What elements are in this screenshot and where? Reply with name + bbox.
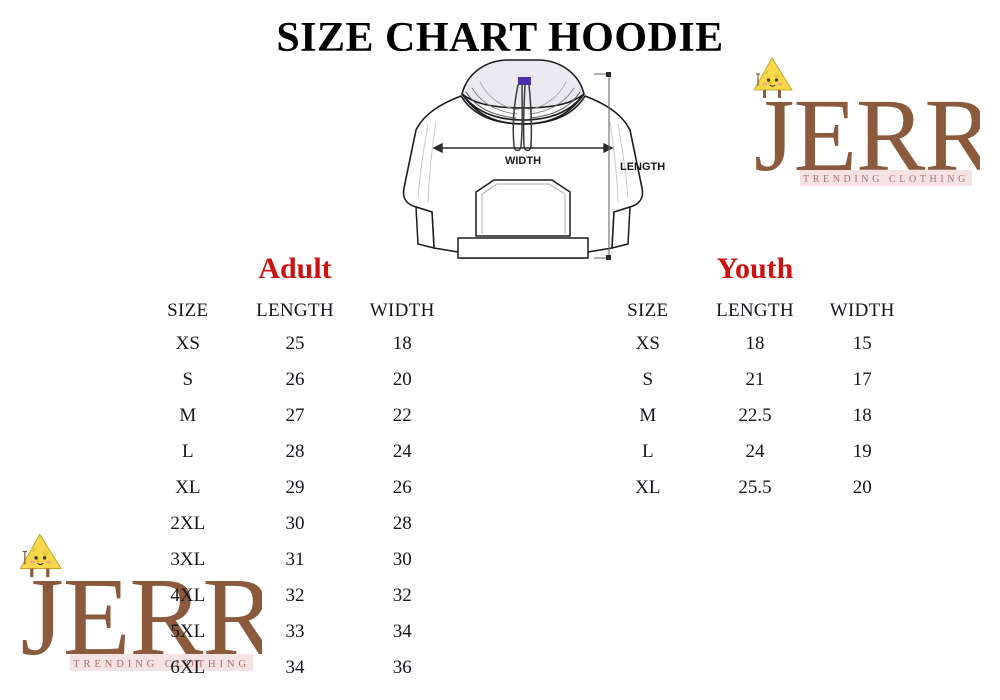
- column-header-width: WIDTH: [369, 300, 435, 321]
- cell-size: XL: [175, 477, 201, 498]
- cell-width: 36: [392, 657, 412, 678]
- cell-length: 21: [745, 369, 765, 390]
- table-row: S 26 20: [135, 362, 455, 398]
- hoodie-diagram: WIDTH LENGTH: [398, 52, 678, 274]
- table-row: 5XL 33 34: [135, 614, 455, 650]
- brand-logo-top-right: JERRY TRENDING CLOTHING: [748, 52, 980, 200]
- cell-width: 20: [852, 477, 872, 498]
- brand-tagline: TRENDING CLOTHING: [803, 174, 969, 185]
- cell-size: 4XL: [170, 585, 206, 606]
- table-row: XS 18 15: [595, 326, 915, 362]
- table-row: 2XL 30 28: [135, 506, 455, 542]
- table-row: L 24 19: [595, 434, 915, 470]
- cell-length: 29: [285, 477, 305, 498]
- table-row: M 22.5 18: [595, 398, 915, 434]
- youth-size-table: Youth SIZE LENGTH WIDTH XS 18 15 S 21 17 M 22.5…: [595, 252, 915, 506]
- column-header-length: LENGTH: [256, 300, 334, 321]
- cell-width: 28: [392, 513, 412, 534]
- table-row: 3XL 31 30: [135, 542, 455, 578]
- cell-size: L: [181, 441, 194, 462]
- cell-length: 31: [285, 549, 305, 570]
- cell-length: 25.5: [738, 477, 772, 498]
- cell-size: M: [179, 405, 197, 426]
- cell-size: 6XL: [170, 657, 206, 678]
- cell-width: 17: [852, 369, 872, 390]
- brand-tagline: TRENDING CLOTHING: [73, 658, 250, 670]
- cell-length: 26: [285, 369, 305, 390]
- column-header-size: SIZE: [627, 300, 669, 321]
- width-label: WIDTH: [505, 155, 541, 167]
- table-row: L 28 24: [135, 434, 455, 470]
- cell-length: 22.5: [738, 405, 772, 426]
- cell-length: 32: [285, 585, 305, 606]
- brand-logo-bottom-left: JERRY TRENDING CLOTHING: [14, 528, 262, 686]
- adult-table-heading: Adult: [258, 252, 332, 285]
- cell-width: 18: [392, 333, 412, 354]
- cell-length: 34: [285, 657, 305, 678]
- column-header-size: SIZE: [167, 300, 209, 321]
- cell-width: 26: [392, 477, 412, 498]
- table-row: 6XL 34 36: [135, 650, 455, 686]
- cell-length: 27: [285, 405, 305, 426]
- cell-length: 24: [745, 441, 765, 462]
- cell-size: XS: [175, 333, 200, 354]
- cell-length: 30: [285, 513, 305, 534]
- cell-width: 19: [852, 441, 872, 462]
- cell-size: XS: [635, 333, 660, 354]
- cell-size: S: [182, 369, 194, 390]
- youth-table-grid: SIZE LENGTH WIDTH XS 18 15 S 21 17 M 22.5 18 L 24 1…: [595, 296, 915, 506]
- cell-width: 18: [852, 405, 872, 426]
- adult-table-grid: SIZE LENGTH WIDTH XS 25 18 S 26 20 M 27 22 L 28 24 X…: [135, 296, 455, 686]
- table-row: S 21 17: [595, 362, 915, 398]
- cell-width: 20: [392, 369, 412, 390]
- cell-width: 30: [392, 549, 412, 570]
- cell-size: L: [641, 441, 654, 462]
- table-row: XS 25 18: [135, 326, 455, 362]
- column-header-length: LENGTH: [716, 300, 794, 321]
- neck-tag-icon: [518, 77, 531, 85]
- cell-size: M: [639, 405, 657, 426]
- cell-size: 5XL: [170, 621, 206, 642]
- cell-size: 2XL: [170, 513, 206, 534]
- cell-size: 3XL: [170, 549, 206, 570]
- cheese-mascot-icon: [753, 57, 793, 98]
- cell-width: 32: [392, 585, 412, 606]
- table-row: M 27 22: [135, 398, 455, 434]
- adult-size-table: Adult SIZE LENGTH WIDTH XS 25 18 S 26 20 M 27 22…: [135, 252, 455, 686]
- cell-width: 34: [392, 621, 412, 642]
- cell-length: 33: [285, 621, 305, 642]
- cell-length: 28: [285, 441, 305, 462]
- cell-size: S: [642, 369, 654, 390]
- table-row: XL 25.5 20: [595, 470, 915, 506]
- cell-width: 15: [852, 333, 872, 354]
- cell-length: 18: [745, 333, 765, 354]
- table-row: XL 29 26: [135, 470, 455, 506]
- youth-table-heading: Youth: [716, 252, 794, 285]
- length-label: LENGTH: [620, 161, 665, 173]
- cheese-mascot-icon: [19, 533, 63, 578]
- page-title: SIZE CHART HOODIE: [276, 15, 724, 61]
- column-header-width: WIDTH: [829, 300, 895, 321]
- cell-size: XL: [635, 477, 661, 498]
- table-header-row: SIZE LENGTH WIDTH: [595, 296, 915, 326]
- cell-width: 24: [392, 441, 412, 462]
- table-header-row: SIZE LENGTH WIDTH: [135, 296, 455, 326]
- cell-length: 25: [285, 333, 305, 354]
- cell-width: 22: [392, 405, 412, 426]
- table-row: 4XL 32 32: [135, 578, 455, 614]
